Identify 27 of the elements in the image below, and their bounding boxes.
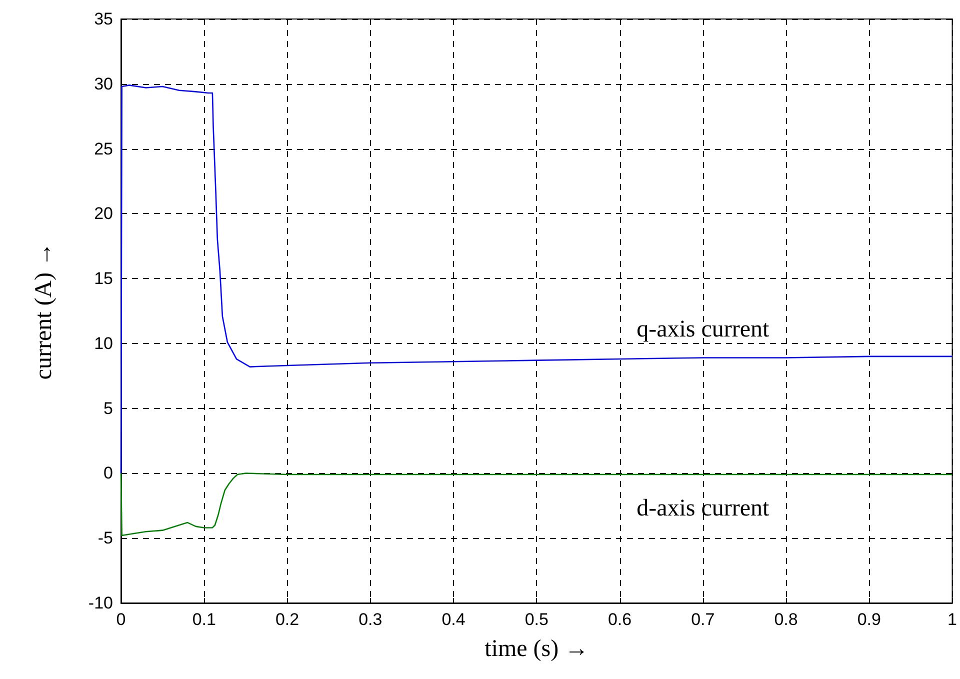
x-tick-label: 0	[116, 610, 126, 629]
line-series	[120, 84, 953, 474]
y-tick-label: 10	[94, 334, 113, 353]
y-tick-label: 20	[94, 204, 113, 224]
y-axis-title: current (A) →	[31, 242, 57, 380]
y-tick-label: 5	[104, 398, 113, 418]
x-tick-label: 0.4	[442, 610, 466, 629]
x-tick-label: 0.1	[192, 610, 216, 629]
y-tick-label: 0	[104, 464, 113, 483]
y-tick-label: 15	[94, 269, 113, 288]
y-tick-label: 35	[94, 10, 113, 28]
y-tick-label: 25	[94, 139, 113, 158]
x-tick-label: 1	[948, 610, 958, 629]
x-tick-label: 0.3	[358, 610, 382, 629]
series-label: d-axis current	[636, 496, 770, 522]
y-tick-label: -10	[88, 594, 113, 612]
x-tick-label: 0.8	[774, 610, 798, 629]
series-label: q-axis current	[636, 316, 770, 343]
x-tick-label: 0.7	[691, 610, 715, 629]
line-series	[120, 472, 953, 536]
y-tick-label: -5	[98, 528, 113, 548]
x-tick-label: 0.2	[275, 610, 300, 629]
x-tick-label: 0.9	[857, 610, 881, 629]
x-tick-label: 0.6	[608, 610, 632, 629]
x-tick-label: 0.5	[524, 610, 548, 629]
y-tick-label: 30	[94, 74, 113, 94]
x-axis-title: time (s) →	[484, 636, 589, 662]
